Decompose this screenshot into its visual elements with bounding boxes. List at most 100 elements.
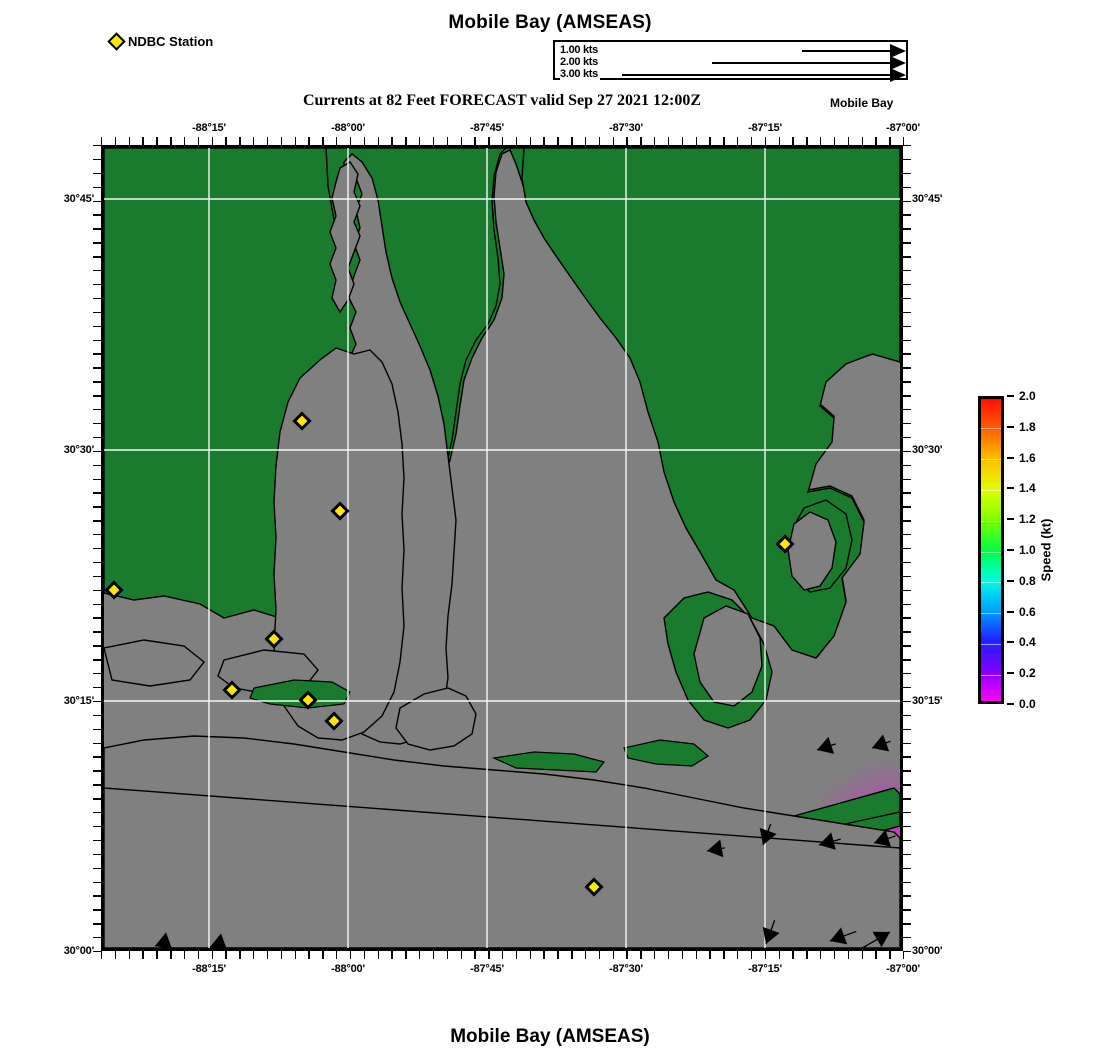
axis-tick [419, 137, 421, 145]
axis-tick [93, 951, 101, 953]
axis-tick [211, 137, 213, 145]
axis-tick [142, 951, 144, 959]
axis-tick [93, 395, 101, 397]
y-axis-tick-label: 30°15' [912, 695, 943, 707]
page-title: Mobile Bay (AMSEAS) [448, 12, 652, 33]
ndbc-station-marker[interactable] [264, 629, 284, 649]
axis-tick [903, 242, 911, 244]
y-axis-tick-label: 30°30' [912, 444, 943, 456]
map-panel[interactable] [101, 145, 903, 951]
axis-tick [93, 867, 101, 869]
axis-tick [93, 145, 101, 147]
vector-key-label: 3.00 kts [560, 68, 600, 80]
x-axis-tick-label: -87°00' [886, 122, 920, 134]
axis-tick [847, 951, 850, 959]
axis-tick [377, 951, 379, 959]
axis-tick [903, 617, 911, 619]
axis-tick [336, 137, 338, 145]
axis-tick [294, 951, 296, 959]
ndbc-station-marker[interactable] [775, 534, 795, 554]
axis-tick [584, 951, 587, 959]
ndbc-station-marker[interactable] [222, 680, 242, 700]
axis-tick [239, 951, 241, 959]
axis-tick [833, 137, 836, 145]
axis-tick [128, 951, 131, 959]
axis-tick [183, 951, 186, 959]
axis-tick [93, 228, 101, 230]
colorbar-tick-label: 0.8 [1019, 573, 1036, 588]
ndbc-station-marker[interactable] [584, 877, 604, 897]
axis-tick [322, 951, 324, 959]
current-vector [860, 931, 891, 948]
axis-tick [889, 137, 891, 145]
colorbar-tick-label: 2.0 [1019, 389, 1036, 403]
axis-tick [474, 137, 476, 145]
axis-tick [598, 951, 601, 959]
ndbc-station-marker[interactable] [292, 411, 312, 431]
current-vector [873, 829, 896, 847]
colorbar-tick [1007, 672, 1014, 675]
y-axis-tick-label: 30°45' [912, 193, 943, 205]
axis-tick [903, 506, 911, 508]
axis-tick [903, 728, 911, 731]
axis-tick [93, 200, 101, 202]
colorbar-gridline [981, 520, 1001, 522]
ndbc-station-legend-label: NDBC Station [128, 34, 214, 49]
axis-tick [654, 137, 656, 145]
axis-tick [93, 895, 101, 897]
axis-tick [93, 742, 101, 744]
axis-tick [93, 756, 101, 758]
colorbar-tick-label: 1.0 [1019, 543, 1036, 557]
axis-tick [681, 137, 684, 145]
axis-tick [903, 589, 911, 592]
axis-tick [502, 951, 504, 959]
axis-tick [903, 256, 911, 258]
axis-tick [903, 700, 911, 703]
axis-tick [903, 325, 911, 328]
diamond-marker-icon [107, 32, 126, 51]
vector-key-label: 1.00 kts [560, 44, 600, 56]
x-axis-tick-label: -88°15' [192, 122, 226, 134]
axis-tick [114, 137, 117, 145]
axis-tick [93, 714, 101, 717]
ndbc-station-marker[interactable] [324, 711, 344, 731]
axis-tick [612, 951, 614, 959]
colorbar-tick [1007, 610, 1014, 613]
colorbar-tick-label: 0.2 [1019, 666, 1036, 681]
colorbar-tick-label: 1.4 [1019, 481, 1036, 496]
x-axis-tick-label: -87°00' [886, 963, 920, 975]
axis-tick [93, 825, 101, 828]
axis-tick [667, 137, 670, 145]
axis-tick [128, 137, 131, 145]
axis-tick [903, 673, 911, 675]
axis-tick [709, 951, 711, 959]
axis-tick [903, 645, 911, 647]
axis-tick [903, 909, 911, 911]
axis-tick [93, 367, 101, 369]
shoreline-detail [249, 679, 710, 773]
axis-tick [543, 951, 545, 959]
ndbc-station-marker[interactable] [298, 690, 318, 710]
axis-tick [93, 297, 101, 300]
axis-tick [820, 951, 822, 959]
axis-tick [93, 784, 101, 786]
axis-tick [93, 728, 101, 731]
forecast-subtitle: Currents at 82 Feet FORECAST valid Sep 2… [302, 92, 702, 109]
axis-tick [114, 951, 117, 959]
colorbar-tick [1007, 518, 1014, 521]
axis-tick [833, 951, 836, 959]
x-axis-tick-label: -87°30' [609, 963, 643, 975]
ndbc-station-marker[interactable] [104, 580, 124, 600]
axis-tick [93, 617, 101, 619]
ndbc-station-marker[interactable] [330, 501, 350, 521]
axis-tick [93, 409, 101, 411]
region-tag: Mobile Bay [830, 96, 894, 110]
axis-tick [156, 951, 158, 959]
axis-tick [93, 353, 101, 355]
vector-key-label: 2.00 kts [560, 56, 600, 68]
axis-tick [529, 951, 532, 959]
x-axis-tick-label: -87°15' [748, 963, 782, 975]
ndbc-station-markers [104, 411, 795, 897]
axis-tick [101, 951, 103, 959]
axis-tick [93, 381, 101, 383]
